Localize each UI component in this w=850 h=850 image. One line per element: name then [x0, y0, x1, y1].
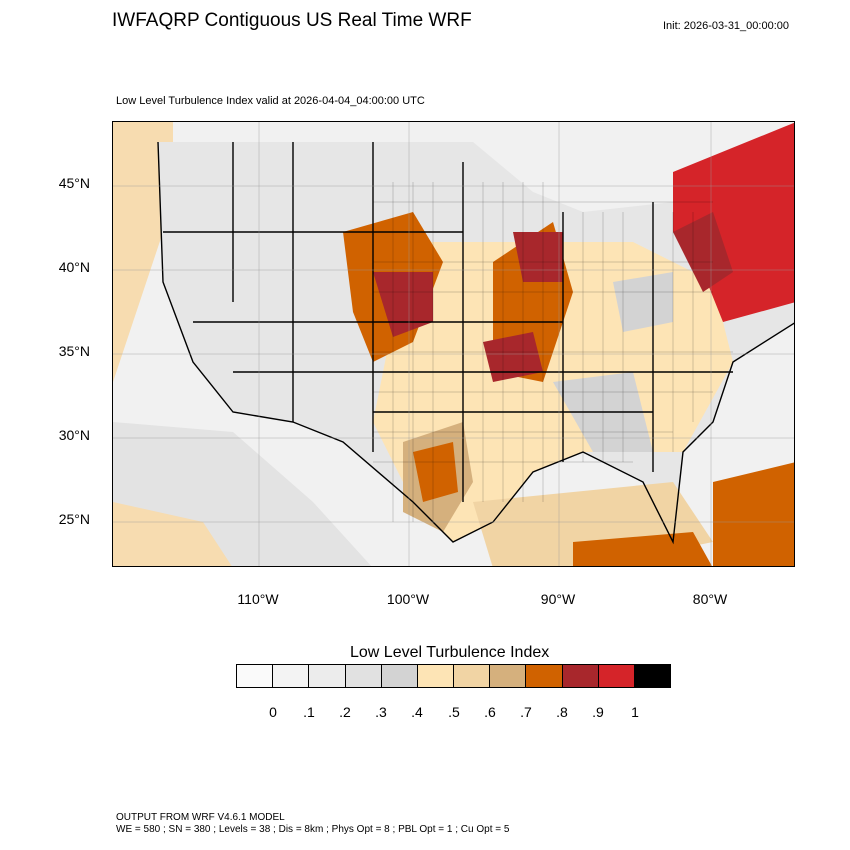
legend-title: Low Level Turbulence Index [350, 644, 550, 661]
southwest-ocean-shade [113, 502, 232, 566]
lon-label-80w: 80°W [692, 591, 728, 607]
new-york-red [673, 212, 733, 292]
valid-time-subtitle: Low Level Turbulence Index valid at 2026… [116, 95, 425, 107]
colorbar-swatch [490, 665, 527, 687]
colorbar-swatch [634, 665, 671, 687]
colorbar [236, 664, 671, 688]
gulf-orange [573, 532, 712, 566]
lon-label-110w: 110°W [237, 591, 279, 607]
lat-label-25: 25°N [58, 511, 90, 527]
atlantic-orange [713, 462, 794, 566]
lon-label-90w: 90°W [540, 591, 576, 607]
turbulence-map [112, 121, 795, 567]
colorbar-tick-label: 0 [269, 704, 277, 720]
colorbar-swatch [309, 665, 346, 687]
colorbar-swatch [417, 665, 455, 687]
graticule [113, 122, 794, 566]
colorbar-swatch [237, 665, 274, 687]
init-time: Init: 2026-03-31_00:00:00 [663, 20, 789, 32]
colorbar-swatch [526, 665, 563, 687]
colorbar-tick-label: .9 [592, 704, 604, 720]
pacific-shade [113, 122, 173, 382]
colorbar-tick-label: 1 [631, 704, 639, 720]
colorbar-tick-label: .6 [484, 704, 496, 720]
lon-label-100w: 100°W [386, 591, 430, 607]
texas-orange [413, 442, 458, 502]
colorbar-swatch [562, 665, 599, 687]
colorbar-swatch [454, 665, 491, 687]
wisconsin-red [513, 232, 563, 282]
lat-label-45: 45°N [58, 175, 90, 191]
map-title: IWFAQRP Contiguous US Real Time WRF [112, 10, 472, 31]
map-canvas [113, 122, 794, 566]
colorbar-tick-label: .5 [448, 704, 460, 720]
colorbar-tick-label: .4 [411, 704, 423, 720]
colorbar-swatch [273, 665, 310, 687]
colorbar-tick-label: .8 [556, 704, 568, 720]
lat-label-40: 40°N [58, 259, 90, 275]
lat-label-35: 35°N [58, 343, 90, 359]
colorbar-swatch [598, 665, 635, 687]
model-info-line2: WE = 580 ; SN = 380 ; Levels = 38 ; Dis … [116, 824, 510, 835]
ohio-grey [613, 272, 673, 332]
colorbar-tick-label: .1 [303, 704, 315, 720]
colorbar-swatch [345, 665, 382, 687]
lat-label-30: 30°N [58, 427, 90, 443]
missouri-red [483, 332, 543, 382]
model-info-line1: OUTPUT FROM WRF V4.6.1 MODEL [116, 812, 285, 823]
colorbar-tick-label: .7 [520, 704, 532, 720]
colorbar-swatch [381, 665, 418, 687]
county-borders [373, 182, 733, 522]
colorbar-tick-label: .3 [375, 704, 387, 720]
colorbar-tick-label: .2 [339, 704, 351, 720]
plains-red [373, 272, 433, 337]
